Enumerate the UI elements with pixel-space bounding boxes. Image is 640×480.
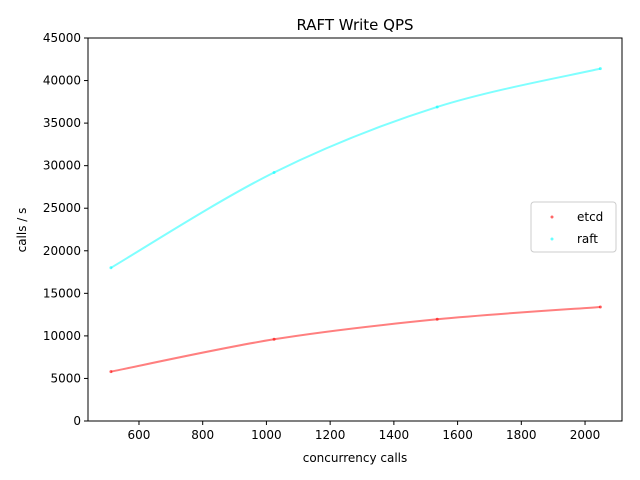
y-tick-label: 0	[73, 414, 81, 428]
plot-area: 600 800 1000 1200 1400 1600 1800 20000500010000…	[43, 31, 623, 442]
y-tick-label: 25000	[43, 201, 81, 215]
chart-title: RAFT Write QPS	[296, 16, 413, 34]
data-point-raft	[272, 170, 276, 174]
x-tick-label: 1200	[315, 428, 346, 442]
series-raft	[109, 67, 602, 270]
legend-label-raft: raft	[577, 232, 598, 246]
x-tick-label: 1000	[251, 428, 282, 442]
data-point-raft	[598, 67, 602, 71]
x-tick-label: 800	[191, 428, 214, 442]
legend-marker-raft	[550, 237, 554, 241]
series-line-raft	[110, 67, 601, 269]
y-tick-label: 35000	[43, 116, 81, 130]
data-point-etcd	[435, 317, 439, 321]
y-axis-label: calls / s	[15, 208, 29, 253]
legend-marker-etcd	[550, 215, 554, 219]
x-tick-label: 1600	[442, 428, 473, 442]
data-point-etcd	[272, 337, 276, 341]
x-tick-label: 1800	[506, 428, 537, 442]
y-tick-label: 15000	[43, 286, 81, 300]
y-tick-label: 30000	[43, 159, 81, 173]
data-point-etcd	[598, 305, 602, 309]
y-tick-label: 45000	[43, 31, 81, 45]
data-point-raft	[435, 105, 439, 109]
x-tick-label: 1400	[379, 428, 410, 442]
x-tick-label: 2000	[570, 428, 601, 442]
y-tick-label: 5000	[50, 371, 81, 385]
data-point-raft	[109, 266, 113, 270]
y-tick-label: 10000	[43, 329, 81, 343]
plot-frame	[87, 37, 623, 422]
series-line-etcd	[110, 305, 601, 373]
legend: etcd raft	[530, 201, 617, 253]
data-point-etcd	[109, 370, 113, 374]
legend-label-etcd: etcd	[577, 210, 603, 224]
y-tick-label: 40000	[43, 74, 81, 88]
y-tick-label: 20000	[43, 244, 81, 258]
x-axis-label: concurrency calls	[303, 451, 408, 465]
x-tick-label: 600	[128, 428, 151, 442]
series-etcd	[109, 305, 602, 374]
